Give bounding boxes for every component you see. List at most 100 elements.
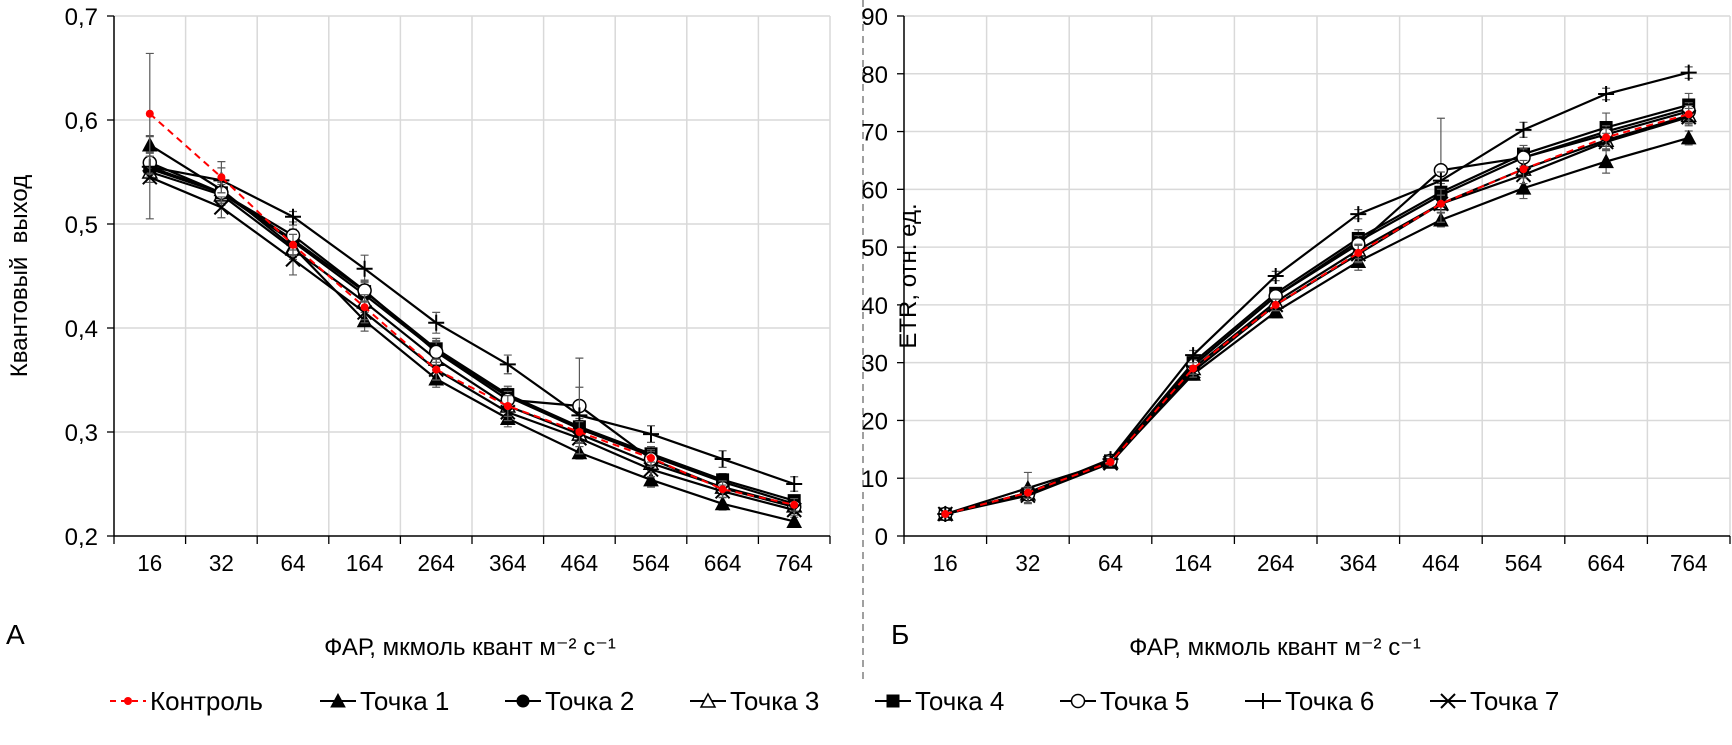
x-tick-label: 164 bbox=[1174, 550, 1212, 576]
data-point bbox=[571, 407, 588, 424]
panel-label-a: А bbox=[6, 619, 25, 650]
data-point bbox=[1023, 488, 1032, 497]
y-tick-label: 90 bbox=[861, 4, 888, 31]
y-tick-label: 80 bbox=[861, 62, 888, 89]
series-line bbox=[149, 170, 795, 507]
data-point bbox=[718, 485, 727, 494]
legend-item: Контроль bbox=[110, 686, 263, 716]
data-point bbox=[643, 461, 659, 478]
legend-label: Точка 5 bbox=[1100, 686, 1189, 716]
y-tick-label: 0,2 bbox=[65, 524, 98, 551]
y-axis-label-a: Квантовый выход bbox=[6, 175, 33, 377]
y-tick-label: 60 bbox=[861, 177, 888, 204]
x-tick-label: 664 bbox=[704, 550, 742, 576]
data-point bbox=[941, 510, 950, 519]
series-line bbox=[149, 165, 795, 486]
x-tick-label: 364 bbox=[489, 550, 527, 576]
x-tick-label: 464 bbox=[561, 550, 599, 576]
series-control bbox=[941, 104, 1693, 519]
data-point bbox=[1185, 347, 1202, 364]
x-tick-label: 264 bbox=[1257, 550, 1295, 576]
y-tick-label: 70 bbox=[861, 120, 888, 147]
y-tick-label: 0,6 bbox=[65, 108, 98, 135]
data-point bbox=[1684, 110, 1693, 119]
panel-label-b: Б bbox=[891, 619, 909, 650]
data-point bbox=[714, 495, 731, 511]
legend-label: Точка 7 bbox=[1470, 686, 1559, 716]
data-point bbox=[428, 344, 444, 360]
y-tick-label: 0,7 bbox=[65, 4, 98, 31]
series-line bbox=[149, 176, 795, 512]
data-point bbox=[786, 513, 803, 528]
data-point bbox=[289, 240, 297, 249]
x-tick-label: 32 bbox=[209, 550, 234, 576]
legend-item: Точка 3 bbox=[690, 686, 819, 716]
chart-panel-b: 0 10 20 30 40 50 60 70 80 90 16 32 64 164 264 364 464 564… bbox=[861, 4, 1731, 576]
data-point bbox=[1515, 121, 1532, 138]
data-point bbox=[285, 251, 301, 268]
y-tick-label: 0 bbox=[875, 524, 888, 551]
legend-label: Точка 3 bbox=[730, 686, 819, 716]
y-tick-label: 0,3 bbox=[65, 420, 98, 447]
legend-marker bbox=[1070, 693, 1086, 709]
x-tick-label: 164 bbox=[346, 550, 384, 576]
series-line bbox=[945, 110, 1689, 516]
data-point bbox=[643, 471, 659, 487]
x-tick-label: 464 bbox=[1422, 550, 1460, 576]
data-point bbox=[428, 314, 445, 331]
data-point bbox=[575, 428, 584, 436]
y-axis-label-b: ETR, отн. ед. bbox=[895, 203, 922, 348]
legend-label: Точка 6 bbox=[1285, 686, 1374, 716]
data-point bbox=[647, 454, 655, 462]
series-line bbox=[945, 71, 1689, 516]
data-point bbox=[356, 260, 373, 277]
data-point bbox=[432, 365, 441, 374]
data-point bbox=[643, 426, 659, 443]
data-point bbox=[790, 500, 799, 509]
legend-marker bbox=[516, 694, 530, 708]
data-point bbox=[1267, 268, 1284, 284]
series-line bbox=[149, 165, 795, 502]
legend-item: Точка 4 bbox=[875, 686, 1004, 716]
y-tick-label: 0,4 bbox=[65, 316, 98, 343]
data-point bbox=[360, 303, 369, 312]
data-point bbox=[1680, 129, 1697, 145]
legend-item: Точка 5 bbox=[1060, 686, 1189, 716]
data-point bbox=[285, 208, 301, 225]
legend-item: Точка 6 bbox=[1245, 686, 1374, 716]
data-point bbox=[786, 476, 803, 492]
data-point bbox=[1598, 153, 1614, 169]
series-control bbox=[145, 52, 799, 512]
y-tick-label: 10 bbox=[861, 466, 888, 493]
data-point bbox=[142, 169, 158, 185]
x-tick-label: 764 bbox=[1670, 550, 1708, 576]
x-tick-label: 564 bbox=[1505, 550, 1543, 576]
data-point bbox=[503, 402, 512, 410]
y-tick-label: 50 bbox=[861, 235, 888, 262]
x-tick-label: 664 bbox=[1587, 550, 1625, 576]
data-point bbox=[1515, 180, 1532, 195]
x-tick-label: 564 bbox=[632, 550, 670, 576]
legend: Контроль Точка 1 Точка 2 Точка 3 Точка 4 Точк… bbox=[110, 686, 1559, 716]
data-point bbox=[1354, 248, 1363, 257]
legend-marker bbox=[124, 697, 132, 705]
data-point bbox=[1271, 300, 1280, 309]
legend-marker bbox=[1440, 693, 1456, 709]
x-tick-label: 364 bbox=[1340, 550, 1378, 576]
legend-item: Точка 1 bbox=[320, 686, 449, 716]
data-point bbox=[1106, 458, 1115, 467]
x-tick-label: 264 bbox=[417, 550, 455, 576]
data-point bbox=[145, 109, 154, 118]
data-point bbox=[217, 173, 226, 182]
data-point bbox=[1680, 64, 1697, 81]
data-point bbox=[1436, 199, 1445, 208]
x-axis-label-a: ФАР, мкмоль квант м⁻² с⁻¹ bbox=[324, 634, 616, 661]
data-point bbox=[1350, 206, 1367, 223]
data-point bbox=[499, 356, 516, 373]
data-point bbox=[1432, 172, 1449, 189]
data-point bbox=[1189, 364, 1198, 373]
legend-item: Точка 2 bbox=[505, 686, 634, 716]
legend-label: Точка 4 bbox=[915, 686, 1004, 716]
legend-label: Контроль bbox=[150, 686, 263, 716]
